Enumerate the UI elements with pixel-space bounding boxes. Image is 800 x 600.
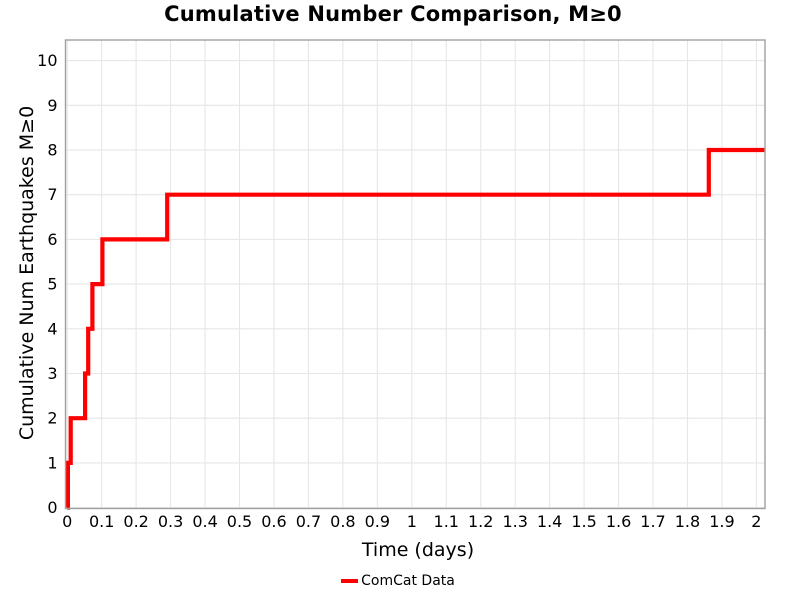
y-tick-label: 6 xyxy=(47,230,57,249)
y-tick-label: 5 xyxy=(47,275,57,294)
legend: ComCat Data xyxy=(0,573,796,589)
legend-label: ComCat Data xyxy=(361,573,455,589)
legend-line-swatch xyxy=(341,578,359,584)
y-tick-label: 4 xyxy=(47,319,57,338)
x-tick-label: 1.4 xyxy=(537,512,562,531)
panel-border xyxy=(64,39,766,510)
x-axis-label: Time (days) xyxy=(361,539,475,561)
x-tick-label: 0.3 xyxy=(158,512,183,531)
x-tick-label: 1.9 xyxy=(709,512,734,531)
x-tick-label: 0 xyxy=(62,512,72,531)
comcat-series-line xyxy=(65,147,765,510)
x-tick-label: 1.5 xyxy=(571,512,596,531)
x-tick-label: 0.9 xyxy=(365,512,390,531)
y-axis-label: Cumulative Num Earthquakes M≥0 xyxy=(16,105,38,441)
y-tick-label: 1 xyxy=(47,453,57,472)
y-tick-label: 3 xyxy=(47,364,57,383)
y-tick-label: 9 xyxy=(47,96,57,115)
x-tick-label: 2 xyxy=(751,512,761,531)
x-tick-label: 0.2 xyxy=(123,512,148,531)
y-tick-label: 10 xyxy=(37,51,57,70)
y-tick-label: 0 xyxy=(47,498,57,517)
x-tick-label: 1 xyxy=(407,512,417,531)
x-tick-label: 0.4 xyxy=(192,512,217,531)
x-tick-label: 1.2 xyxy=(468,512,493,531)
x-tick-label: 1.3 xyxy=(502,512,527,531)
x-tick-label: 0.5 xyxy=(227,512,252,531)
x-tick-label: 0.7 xyxy=(296,512,321,531)
y-tick-label: 7 xyxy=(47,185,57,204)
x-tick-label: 1.1 xyxy=(434,512,459,531)
chart-title: Cumulative Number Comparison, M≥0 xyxy=(164,2,622,26)
x-tick-label: 0.8 xyxy=(330,512,355,531)
y-tick-label: 8 xyxy=(47,140,57,159)
x-tick-label: 1.8 xyxy=(675,512,700,531)
x-tick-label: 1.7 xyxy=(640,512,665,531)
x-tick-label: 0.1 xyxy=(89,512,114,531)
y-tick-label: 2 xyxy=(47,409,57,428)
x-tick-label: 1.6 xyxy=(606,512,631,531)
x-tick-label: 0.6 xyxy=(261,512,286,531)
